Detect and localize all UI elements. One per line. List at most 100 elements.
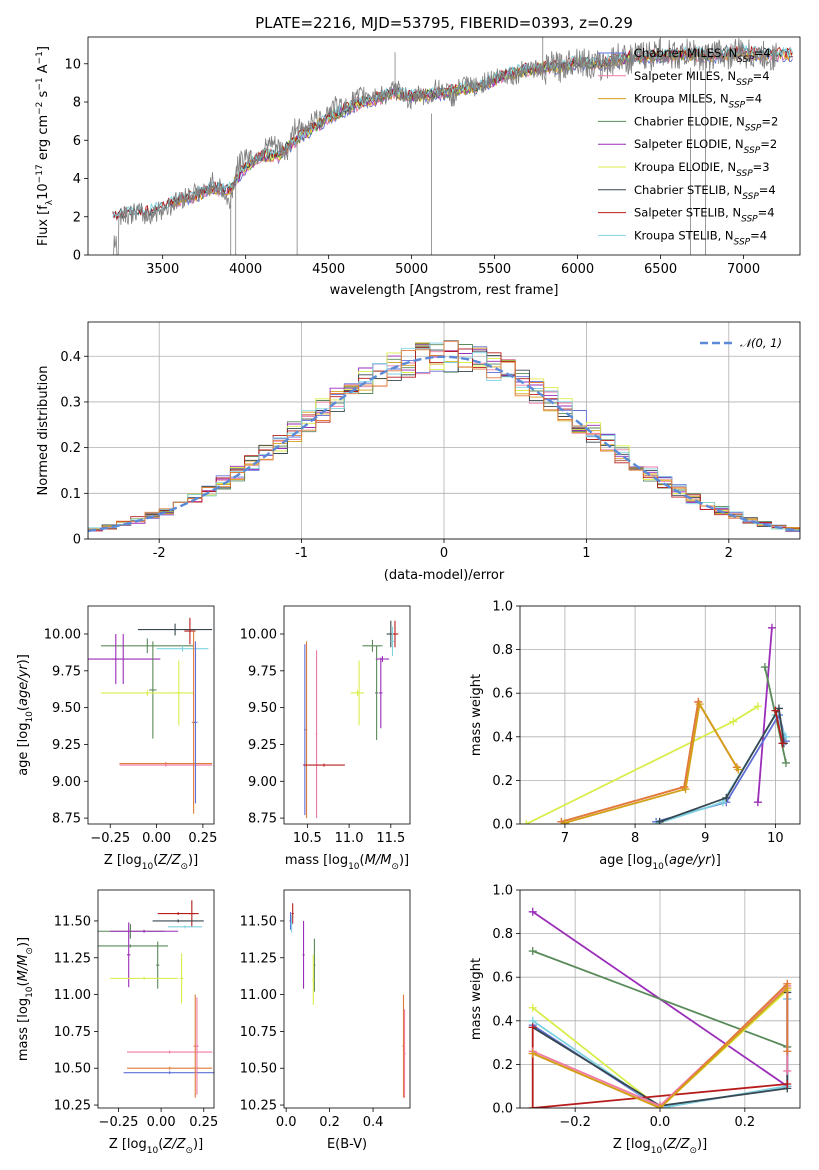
legend-label: Chabrier MILES, NSSP=4: [634, 46, 771, 65]
y-tick-label: 9.50: [248, 701, 277, 716]
y-tick-label: 10.75: [240, 1025, 277, 1040]
mass-weight-marker: [778, 739, 787, 748]
gaussian-curve: [88, 355, 800, 533]
mw-Z-y-label: mass weight: [469, 958, 484, 1040]
y-tick-label: 1.0: [492, 884, 513, 899]
y-tick-label: 10.25: [54, 1099, 91, 1114]
y-tick-label: 9.25: [52, 738, 81, 753]
x-tick-label: 1: [582, 546, 590, 561]
plot-area: [522, 623, 790, 824]
mass-Z-x-label: Z [log10(Z/Z⊙)]: [109, 1137, 203, 1156]
y-tick-label: 0.2: [60, 441, 81, 456]
mw-age-y-label: mass weight: [469, 674, 484, 756]
axes-frame: [283, 889, 411, 1109]
y-tick-label: 0.0: [492, 818, 513, 833]
x-tick-label: 10.5: [293, 831, 322, 846]
age-mass-x-label: mass [log10(M/M⊙)]: [285, 853, 409, 872]
x-tick-label: -2: [153, 546, 166, 561]
x-tick-label: 0.2: [735, 1115, 756, 1130]
legend-label: Kroupa MILES, NSSP=4: [634, 92, 762, 111]
mass-weight-line: [532, 987, 788, 1108]
x-tick-label: 8: [631, 831, 639, 846]
spectrum-title: PLATE=2216, MJD=53795, FIBERID=0393, z=0…: [255, 14, 633, 32]
mass-weight-marker: [783, 984, 792, 993]
plot-area: [98, 900, 214, 1098]
mass-weight-line: [564, 701, 739, 824]
y-tick-label: 8.75: [52, 812, 81, 827]
axes-frame: [87, 605, 215, 825]
mw-Z-x-label: Z [log10(Z/Z⊙)]: [613, 1137, 707, 1156]
x-tick-label: 9: [701, 831, 709, 846]
x-tick-label: 7000: [727, 262, 760, 277]
mass-weight-line: [531, 1027, 788, 1108]
x-tick-label: −0.2: [559, 1115, 591, 1130]
y-tick-label: 10.50: [240, 1062, 277, 1077]
plot-area: [289, 903, 406, 1098]
x-tick-label: 0.00: [147, 1115, 176, 1130]
x-tick-label: 0: [440, 546, 448, 561]
mass-weight-marker: [656, 1104, 664, 1108]
mass-weight-marker: [522, 820, 531, 824]
y-tick-label: 2: [73, 210, 81, 225]
mass-weight-marker: [528, 1003, 537, 1012]
mass-weight-marker: [560, 818, 569, 824]
y-tick-label: 9.50: [52, 701, 81, 716]
x-tick-label: 0.25: [188, 831, 217, 846]
mass-weight-marker: [760, 663, 769, 672]
spectrum-y-label: Flux [fλ10−17 erg cm−2 s−1 A−1]: [35, 46, 55, 246]
mass-weight-marker: [753, 702, 762, 711]
y-tick-label: 0.4: [492, 730, 513, 745]
mass-weight-line: [532, 950, 788, 1048]
y-tick-label: 11.50: [54, 914, 91, 929]
y-tick-label: 9.25: [248, 738, 277, 753]
y-tick-label: 10.75: [54, 1025, 91, 1040]
y-tick-label: 10.50: [54, 1062, 91, 1077]
mass-weight-marker: [528, 907, 537, 916]
mass-weight-marker: [783, 1066, 792, 1075]
y-tick-label: 11.50: [240, 914, 277, 929]
axes-frame: [97, 889, 215, 1109]
x-tick-label: 0.2: [319, 1115, 340, 1130]
legend-label: Chabrier STELIB, NSSP=4: [634, 183, 776, 202]
legend-label: Kroupa ELODIE, NSSP=3: [634, 160, 770, 179]
x-tick-label: 7: [561, 831, 569, 846]
y-tick-label: 0.6: [492, 687, 513, 702]
x-tick-label: 0.0: [650, 1115, 671, 1130]
plot-area: [88, 340, 800, 539]
x-tick-label: 0.4: [363, 1115, 384, 1130]
y-tick-label: 11.25: [240, 951, 277, 966]
x-tick-label: 5000: [395, 262, 428, 277]
axes-frame: [283, 605, 411, 825]
mw-age-x-label: age [log10(age/yr)]: [599, 853, 721, 872]
y-tick-label: 0.0: [492, 1102, 513, 1117]
mass-weight-marker: [729, 717, 738, 726]
y-tick-label: 0.4: [492, 1014, 513, 1029]
x-tick-label: 0.25: [189, 1115, 218, 1130]
mass-Z-y-label: mass [log10(M/M⊙)]: [16, 937, 35, 1061]
y-tick-label: 8: [73, 96, 81, 111]
age-Z-y-label: age [log10(age/yr)]: [16, 654, 35, 776]
residual-x-label: (data-model)/error: [384, 568, 505, 583]
plot-area: [112, 37, 794, 255]
x-tick-label: -1: [295, 546, 308, 561]
legend-label: 𝒩(0, 1): [740, 336, 782, 350]
mass-weight-marker: [781, 758, 790, 767]
age-Z-x-label: Z [log10(Z/Z⊙)]: [104, 853, 198, 872]
axes-frame: [519, 605, 801, 825]
mass-weight-line: [757, 627, 773, 803]
mass-weight-marker: [528, 1023, 537, 1032]
y-tick-label: 9.00: [248, 775, 277, 790]
x-tick-label: 6000: [561, 262, 594, 277]
mass-weight-marker: [767, 623, 776, 632]
y-tick-label: 0.2: [492, 774, 513, 789]
y-tick-label: 11.00: [54, 988, 91, 1003]
plot-area: [528, 907, 792, 1108]
y-tick-label: 11.00: [240, 988, 277, 1003]
x-tick-label: 10: [767, 831, 784, 846]
y-tick-label: 11.25: [54, 951, 91, 966]
mass-weight-line: [774, 710, 784, 744]
y-tick-label: 10.25: [240, 1099, 277, 1114]
mass-weight-marker: [681, 785, 690, 794]
legend-label: Kroupa STELIB, NSSP=4: [634, 228, 767, 247]
y-tick-label: 10.00: [44, 627, 81, 642]
